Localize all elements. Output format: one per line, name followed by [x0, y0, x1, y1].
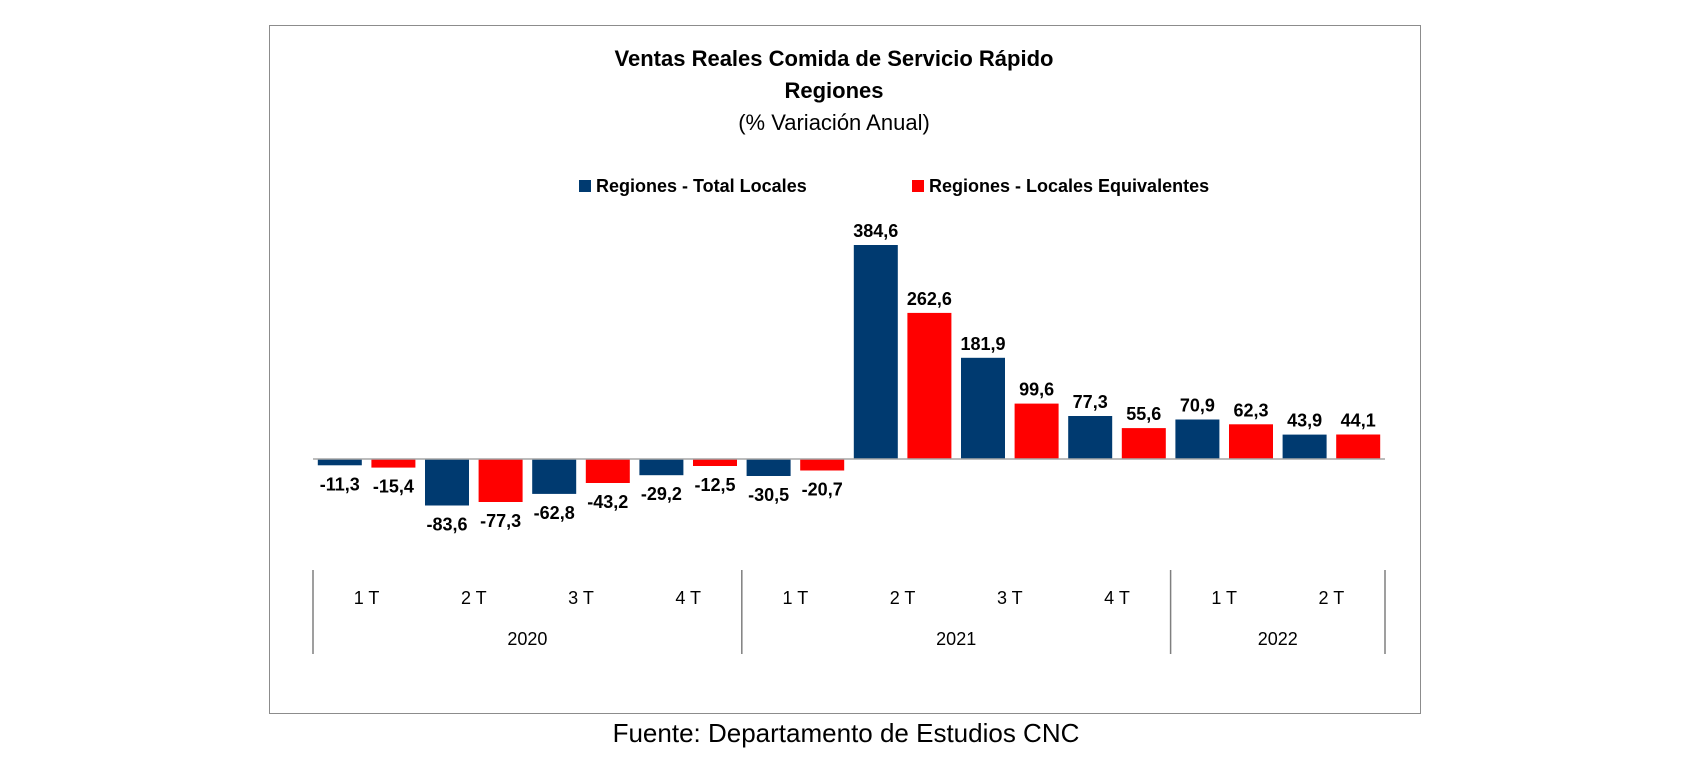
bars: [317, 245, 1381, 506]
bar-12: [907, 312, 952, 459]
tick-label-2021-1: 1 T: [783, 588, 809, 608]
bar-18: [1229, 424, 1273, 459]
tick-label-2020-4: 4 T: [675, 588, 701, 608]
tick-label-2021-3: 3 T: [997, 588, 1023, 608]
data-label-2: -15,4: [373, 477, 414, 497]
tick-label-2022-2: 2 T: [1319, 588, 1345, 608]
group-label-2022: 2022: [1258, 629, 1298, 649]
chart-title: Ventas Reales Comida de Servicio Rápido: [615, 46, 1054, 71]
bar-8: [693, 459, 737, 466]
bar-4: [478, 459, 523, 502]
group-label-2021: 2021: [936, 629, 976, 649]
data-label-13: 181,9: [960, 334, 1005, 354]
bar-6: [585, 459, 630, 483]
legend: Regiones - Total Locales Regiones - Loca…: [579, 176, 1209, 196]
bar-1: [317, 459, 362, 466]
bar-16: [1121, 428, 1166, 459]
bar-20: [1336, 434, 1381, 459]
bar-11: [853, 245, 898, 459]
data-label-16: 55,6: [1126, 404, 1161, 424]
tick-label-2021-4: 4 T: [1104, 588, 1130, 608]
tick-label-2021-2: 2 T: [890, 588, 916, 608]
data-labels: -11,3 -15,4 -83,6 -77,3 -62,8 -43,2 -29,2 -12,5…: [320, 221, 1376, 535]
bar-13: [961, 357, 1005, 459]
tick-label-2020-2: 2 T: [461, 588, 487, 608]
bar-17: [1175, 419, 1220, 459]
data-label-20: 44,1: [1341, 411, 1376, 431]
data-label-8: -12,5: [694, 475, 735, 495]
tick-label-2020-3: 3 T: [568, 588, 594, 608]
bar-7: [639, 459, 684, 476]
data-label-11: 384,6: [853, 221, 898, 241]
legend-swatch-locales-equivalentes: [912, 180, 924, 192]
data-label-7: -29,2: [641, 484, 682, 504]
chart-subtitle-regions: Regiones: [784, 78, 883, 103]
data-label-4: -77,3: [480, 511, 521, 531]
data-label-5: -62,8: [534, 503, 575, 523]
bar-9: [746, 459, 791, 476]
bar-3: [425, 459, 469, 506]
data-label-9: -30,5: [748, 485, 789, 505]
data-label-19: 43,9: [1287, 411, 1322, 431]
bar-15: [1068, 416, 1113, 459]
data-label-15: 77,3: [1073, 392, 1108, 412]
data-label-1: -11,3: [320, 474, 360, 494]
bar-2: [371, 459, 416, 468]
bar-5: [532, 459, 577, 494]
tick-label-2020-1: 1 T: [354, 588, 380, 608]
source-note: Fuente: Departamento de Estudios CNC: [612, 718, 1080, 748]
chart-subtitle-units: (% Variación Anual): [738, 110, 930, 135]
bar-10: [800, 459, 845, 471]
legend-swatch-total-locales: [579, 180, 591, 192]
bar-19: [1282, 434, 1327, 459]
data-label-14: 99,6: [1019, 380, 1054, 400]
chart-frame: [269, 25, 1421, 714]
legend-label-locales-equivalentes: Regiones - Locales Equivalentes: [929, 176, 1209, 196]
data-label-10: -20,7: [802, 480, 843, 500]
group-label-2020: 2020: [507, 629, 547, 649]
tick-label-2022-1: 1 T: [1211, 588, 1237, 608]
data-label-17: 70,9: [1180, 396, 1215, 416]
data-label-18: 62,3: [1233, 400, 1268, 420]
bar-14: [1014, 403, 1059, 459]
data-label-3: -83,6: [426, 515, 467, 535]
data-label-12: 262,6: [907, 289, 952, 309]
data-label-6: -43,2: [587, 492, 628, 512]
category-axis: 1 T 2 T 3 T 4 T 2020 1 T 2 T 3 T 4 T 2021 1 T 2 T 20…: [312, 570, 1386, 654]
legend-label-total-locales: Regiones - Total Locales: [596, 176, 807, 196]
